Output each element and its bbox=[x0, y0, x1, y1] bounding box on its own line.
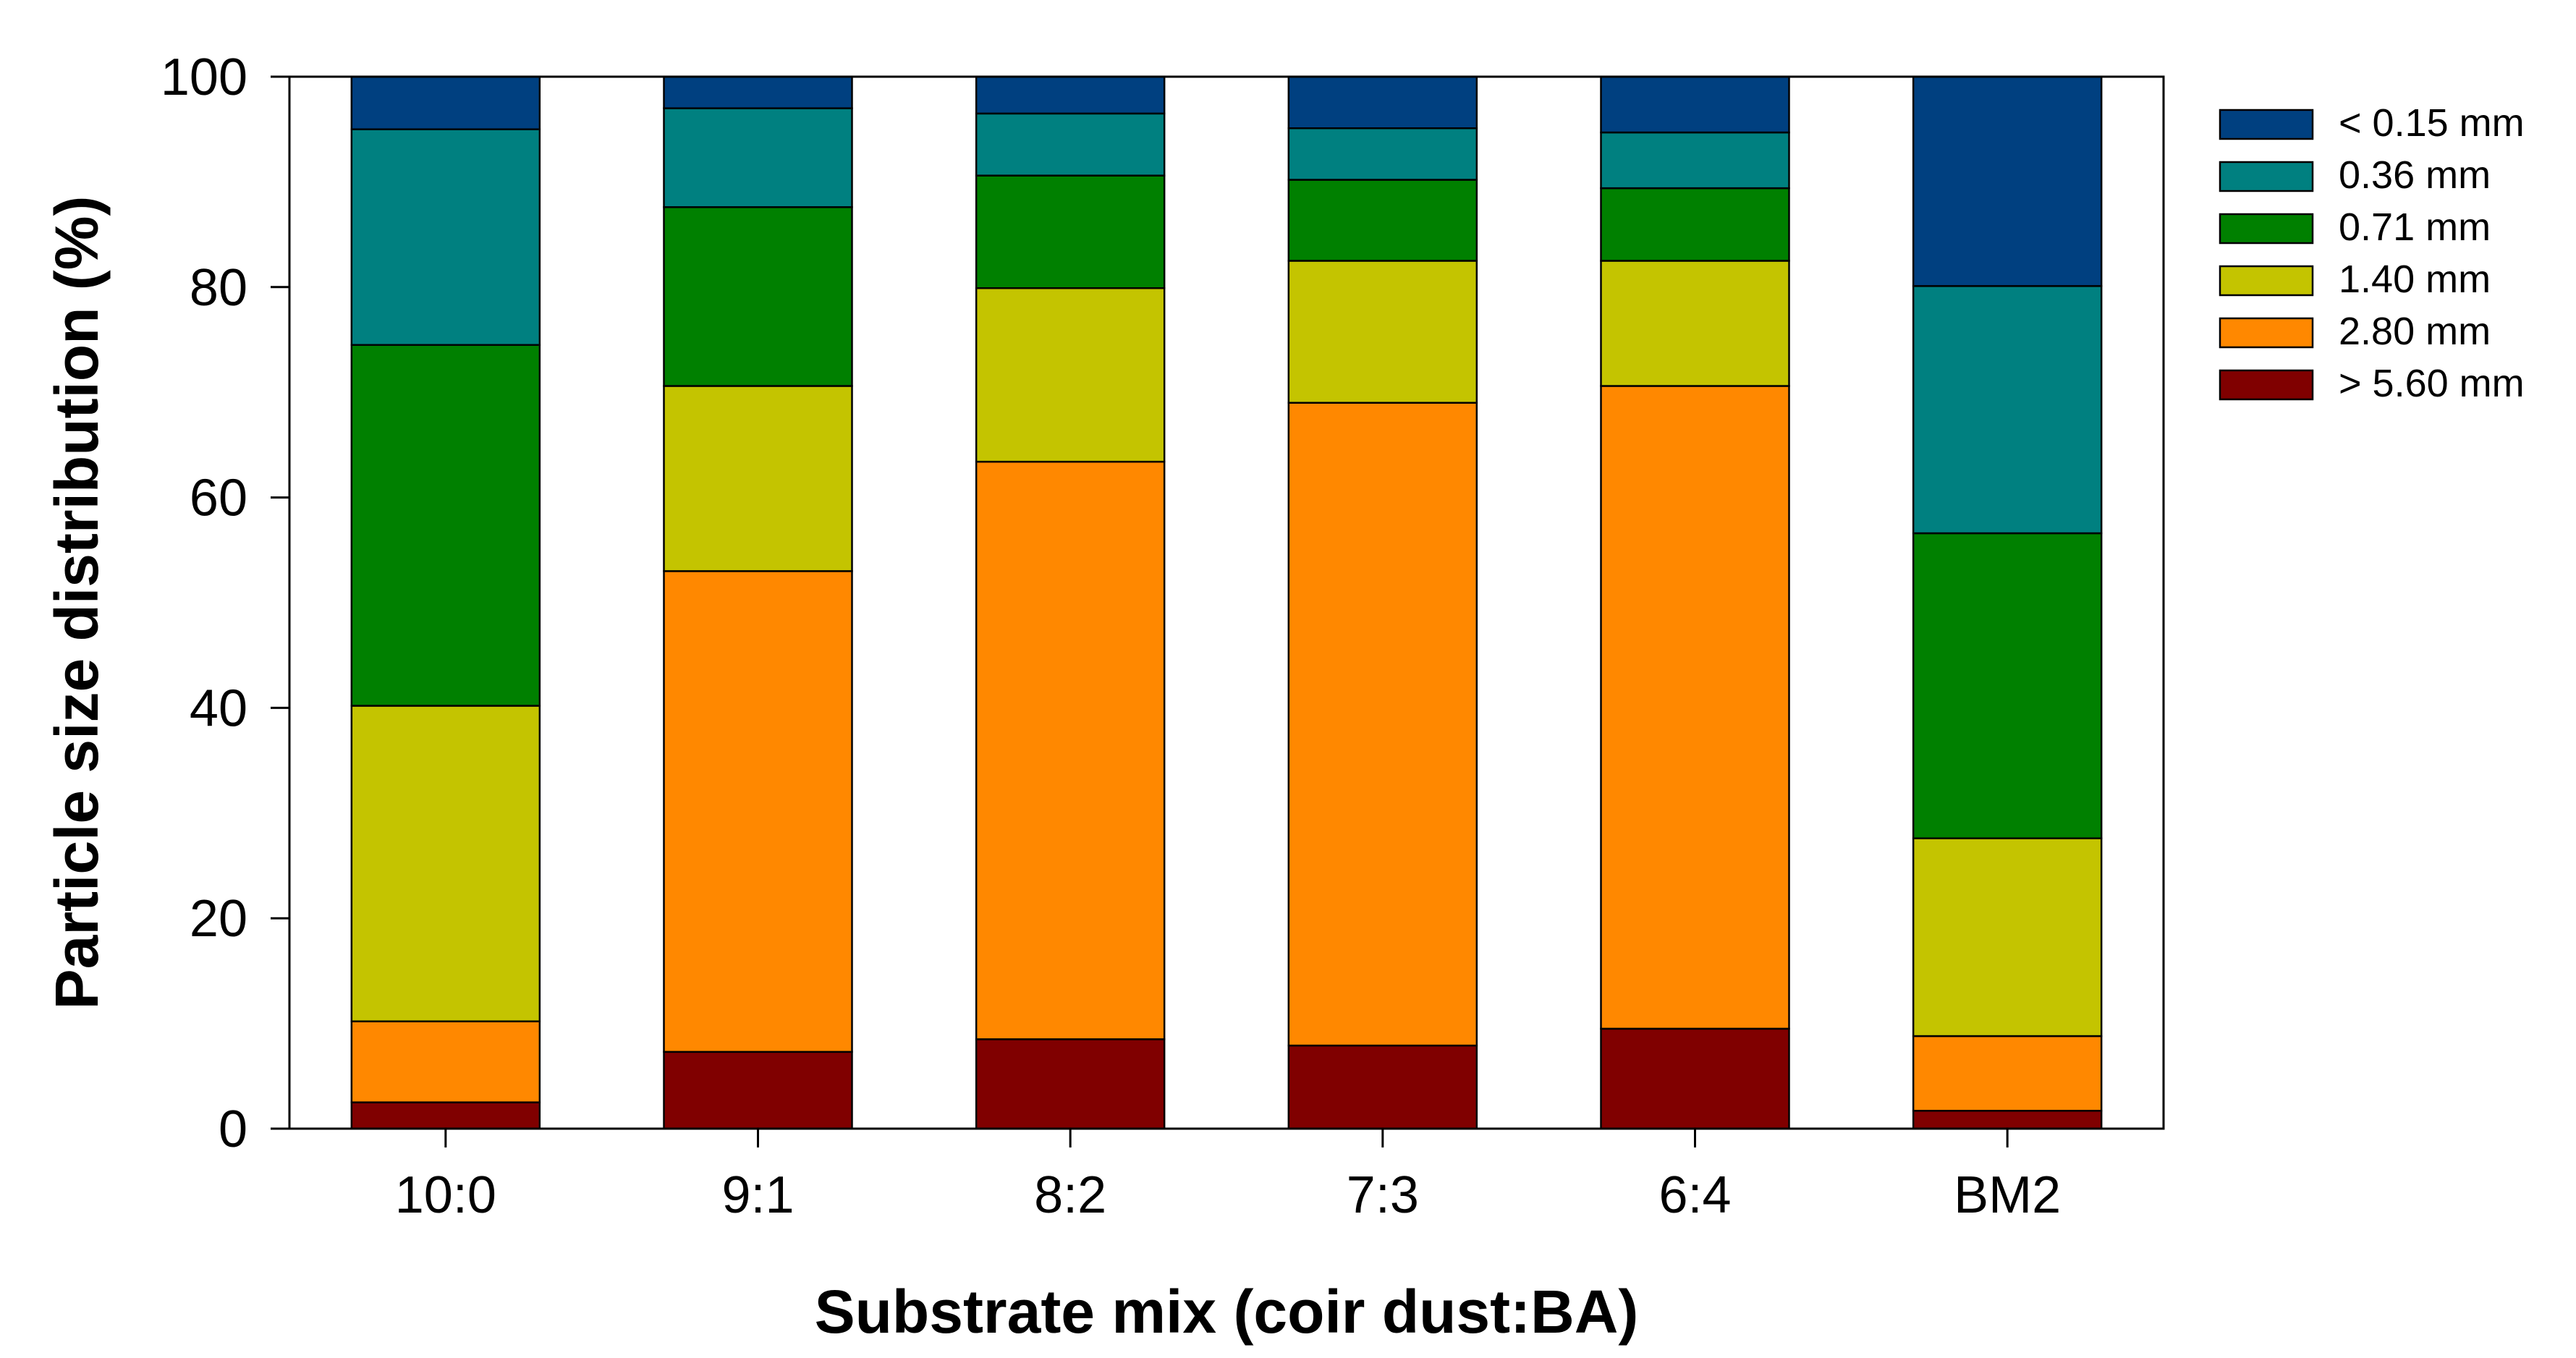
bar-segment-2-5 bbox=[975, 75, 1166, 115]
bar-segment-0-4 bbox=[350, 128, 541, 347]
legend-item-5: > 5.60 mm bbox=[2219, 362, 2525, 405]
y-axis-title: Particle size distribution (%) bbox=[43, 196, 111, 1010]
legend-item-1: 0.36 mm bbox=[2219, 153, 2491, 197]
bar-segment-5-4 bbox=[1912, 285, 2103, 535]
bar-stack-3 bbox=[1287, 75, 1478, 1130]
x-axis: 10:0 9:1 8:2 7:3 6:4 BM2 bbox=[395, 1129, 2061, 1224]
bar-segment-1-1 bbox=[663, 570, 853, 1053]
legend-label-0: < 0.15 mm bbox=[2339, 101, 2525, 145]
bar-segment-5-0 bbox=[1912, 1110, 2103, 1130]
bar-stack-1 bbox=[663, 75, 853, 1130]
legend-swatch-0 bbox=[2219, 109, 2314, 140]
y-axis: 0 20 40 60 80 100 bbox=[161, 48, 289, 1158]
y-tick-label-1: 20 bbox=[190, 890, 247, 948]
bar-stack-4 bbox=[1600, 75, 1790, 1130]
bar-segment-2-2 bbox=[975, 287, 1166, 463]
plot-frame bbox=[288, 75, 2165, 1130]
bar-segment-0-2 bbox=[350, 705, 541, 1022]
bar-segment-4-5 bbox=[1600, 75, 1790, 134]
bar-segment-5-3 bbox=[1912, 532, 2103, 839]
legend-label-2: 0.71 mm bbox=[2339, 205, 2491, 249]
bar-segment-4-4 bbox=[1600, 131, 1790, 190]
x-tick-label-3: 7:3 bbox=[1347, 1166, 1419, 1224]
bar-segment-0-3 bbox=[350, 344, 541, 707]
legend-item-2: 0.71 mm bbox=[2219, 205, 2491, 249]
bar-segment-4-1 bbox=[1600, 385, 1790, 1030]
legend: < 0.15 mm 0.36 mm 0.71 mm 1.40 mm 2.80 mm > 5… bbox=[2219, 101, 2525, 405]
bar-segment-3-1 bbox=[1287, 402, 1478, 1047]
bar-segment-0-1 bbox=[350, 1020, 541, 1103]
bar-segment-1-5 bbox=[663, 75, 853, 109]
bar-segment-3-2 bbox=[1287, 260, 1478, 404]
bar-segment-2-0 bbox=[975, 1038, 1166, 1130]
bar-segment-5-1 bbox=[1912, 1035, 2103, 1112]
bar-segment-3-3 bbox=[1287, 179, 1478, 262]
x-tick-label-4: 6:4 bbox=[1658, 1166, 1731, 1224]
x-tick-label-0: 10:0 bbox=[395, 1166, 496, 1224]
bar-segment-3-0 bbox=[1287, 1044, 1478, 1130]
y-tick-label-0: 0 bbox=[219, 1100, 247, 1158]
bar-segment-1-0 bbox=[663, 1051, 853, 1130]
legend-swatch-4 bbox=[2219, 317, 2314, 349]
legend-swatch-5 bbox=[2219, 369, 2314, 401]
bar-stack-0 bbox=[350, 75, 541, 1130]
bar-segment-5-5 bbox=[1912, 75, 2103, 287]
legend-swatch-1 bbox=[2219, 161, 2314, 192]
bar-segment-2-1 bbox=[975, 460, 1166, 1040]
bars-layer bbox=[350, 75, 2103, 1130]
x-tick-label-1: 9:1 bbox=[721, 1166, 794, 1224]
legend-swatch-2 bbox=[2219, 213, 2314, 245]
legend-item-0: < 0.15 mm bbox=[2219, 101, 2525, 145]
legend-label-1: 0.36 mm bbox=[2339, 153, 2491, 197]
bar-segment-1-2 bbox=[663, 385, 853, 572]
bar-segment-3-4 bbox=[1287, 127, 1478, 181]
bar-segment-0-5 bbox=[350, 75, 541, 130]
x-tick-label-2: 8:2 bbox=[1034, 1166, 1106, 1224]
y-tick-label-2: 40 bbox=[190, 679, 247, 737]
bar-segment-0-0 bbox=[350, 1101, 541, 1130]
bar-segment-4-2 bbox=[1600, 260, 1790, 387]
bar-segment-2-3 bbox=[975, 174, 1166, 289]
bar-segment-4-3 bbox=[1600, 187, 1790, 262]
y-tick-label-4: 80 bbox=[190, 259, 247, 317]
legend-label-4: 2.80 mm bbox=[2339, 310, 2491, 353]
bar-stack-2 bbox=[975, 75, 1166, 1130]
legend-label-5: > 5.60 mm bbox=[2339, 362, 2525, 405]
bar-segment-4-0 bbox=[1600, 1027, 1790, 1130]
legend-swatch-3 bbox=[2219, 265, 2314, 297]
bar-segment-2-4 bbox=[975, 112, 1166, 177]
bar-segment-1-3 bbox=[663, 206, 853, 387]
bar-segment-5-2 bbox=[1912, 837, 2103, 1037]
y-tick-label-5: 100 bbox=[161, 48, 247, 106]
bar-segment-1-4 bbox=[663, 107, 853, 208]
legend-item-3: 1.40 mm bbox=[2219, 258, 2491, 301]
bar-stack-5 bbox=[1912, 75, 2103, 1130]
y-tick-label-3: 60 bbox=[190, 470, 247, 527]
x-axis-title: Substrate mix (coir dust:BA) bbox=[815, 1278, 1639, 1346]
x-tick-label-5: BM2 bbox=[1954, 1166, 2061, 1224]
legend-label-3: 1.40 mm bbox=[2339, 258, 2491, 301]
legend-item-4: 2.80 mm bbox=[2219, 310, 2491, 353]
bar-segment-3-5 bbox=[1287, 75, 1478, 130]
